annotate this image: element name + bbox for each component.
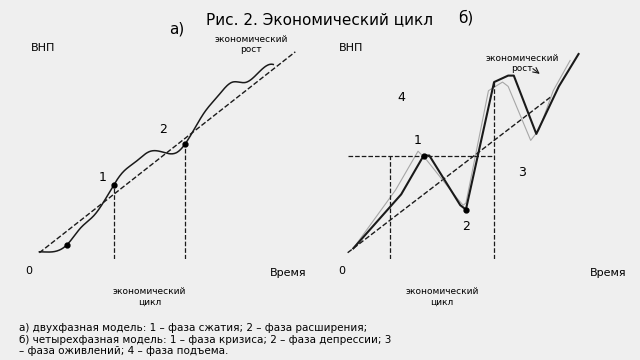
Text: б): б)	[458, 10, 474, 26]
Text: 3: 3	[518, 166, 526, 179]
Text: ВНП: ВНП	[339, 43, 364, 53]
Text: экономический
цикл: экономический цикл	[405, 287, 479, 307]
Text: 1: 1	[99, 171, 107, 184]
Text: 2: 2	[462, 220, 470, 233]
Text: ВНП: ВНП	[31, 43, 56, 53]
Text: 1: 1	[414, 134, 422, 147]
Text: экономический
рост: экономический рост	[214, 35, 288, 54]
Text: 0: 0	[25, 266, 32, 276]
Text: 0: 0	[339, 266, 346, 276]
Text: Рис. 2. Экономический цикл: Рис. 2. Экономический цикл	[207, 13, 433, 28]
Text: а) двухфазная модель: 1 – фаза сжатия; 2 – фаза расширения;
б) четырехфазная мод: а) двухфазная модель: 1 – фаза сжатия; 2…	[19, 323, 392, 356]
Text: Время: Время	[269, 268, 307, 278]
Text: экономический
цикл: экономический цикл	[113, 287, 186, 307]
Text: а): а)	[170, 22, 184, 37]
Text: Время: Время	[590, 268, 627, 278]
Text: 4: 4	[397, 91, 405, 104]
Text: 2: 2	[159, 123, 167, 136]
Text: экономический
рост: экономический рост	[486, 54, 559, 73]
